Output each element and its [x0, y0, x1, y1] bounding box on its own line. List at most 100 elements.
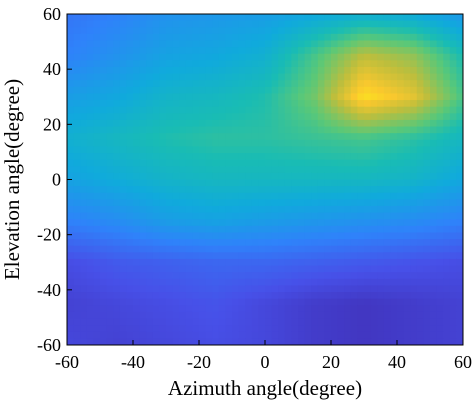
heatmap-cell [172, 285, 180, 293]
heatmap-cell [166, 331, 174, 339]
heatmap-cell [298, 186, 306, 194]
heatmap-cell [350, 272, 358, 280]
heatmap-cell [139, 27, 147, 35]
heatmap-cell [311, 232, 319, 240]
heatmap-cell [271, 205, 279, 214]
heatmap-cell [179, 219, 187, 227]
heatmap-cell [357, 66, 365, 75]
heatmap-cell [357, 318, 365, 326]
heatmap-cell [126, 27, 134, 35]
heatmap-cell [390, 192, 398, 200]
heatmap-cell [278, 318, 286, 326]
heatmap-cell [284, 60, 292, 68]
heatmap-cell [232, 119, 240, 128]
heatmap-cell [298, 285, 306, 293]
heatmap-cell [172, 325, 180, 333]
heatmap-cell [100, 311, 108, 320]
heatmap-cell [278, 106, 286, 114]
heatmap-cell [179, 338, 187, 345]
heatmap-cell [126, 60, 134, 68]
heatmap-cell [212, 179, 220, 187]
heatmap-cell [410, 119, 418, 128]
heatmap-cell [119, 100, 127, 108]
heatmap-cell [185, 133, 193, 141]
heatmap-cell [423, 239, 431, 247]
heatmap-cell [304, 239, 312, 247]
heatmap-cell [403, 311, 411, 320]
heatmap-cell [350, 60, 358, 68]
heatmap-cell [443, 146, 451, 154]
heatmap-cell [245, 47, 253, 55]
heatmap-cell [397, 318, 405, 326]
heatmap-cell [106, 219, 114, 227]
heatmap-cell [172, 305, 180, 313]
heatmap-cell [106, 252, 114, 260]
heatmap-cell [73, 252, 81, 260]
heatmap-cell [146, 186, 154, 194]
heatmap-cell [86, 245, 94, 253]
heatmap-cell [172, 212, 180, 220]
heatmap-cell [456, 285, 463, 293]
heatmap-cell [225, 338, 233, 345]
heatmap-cell [456, 272, 463, 280]
heatmap-cell [443, 232, 451, 240]
heatmap-cell [199, 53, 207, 61]
heatmap-cell [179, 100, 187, 108]
heatmap-cell [251, 80, 259, 88]
heatmap-cell [443, 285, 451, 293]
heatmap-cell [119, 318, 127, 326]
heatmap-cell [284, 153, 292, 161]
heatmap-cell [73, 27, 81, 35]
heatmap-cell [100, 186, 108, 194]
heatmap-cell [291, 119, 299, 128]
heatmap-cell [133, 338, 141, 345]
heatmap-cell [159, 106, 167, 114]
heatmap-cell [298, 133, 306, 141]
heatmap-cell [317, 80, 325, 88]
heatmap-cell [93, 40, 101, 48]
heatmap-cell [291, 232, 299, 240]
heatmap-cell [410, 27, 418, 35]
heatmap-cell [317, 272, 325, 280]
heatmap-cell [456, 258, 463, 267]
heatmap-cell [311, 325, 319, 333]
heatmap-cell [291, 80, 299, 88]
heatmap-cell [172, 106, 180, 114]
heatmap-cell [357, 272, 365, 280]
heatmap-cell [350, 100, 358, 108]
heatmap-cell [119, 212, 127, 220]
heatmap-cell [159, 126, 167, 134]
heatmap-cell [152, 53, 160, 61]
heatmap-cell [364, 325, 372, 333]
heatmap-cell [126, 298, 134, 306]
heatmap-cell [423, 305, 431, 313]
heatmap-cell [364, 153, 372, 161]
heatmap-cell [416, 153, 424, 161]
heatmap-cell [67, 219, 75, 227]
heatmap-cell [133, 27, 141, 35]
heatmap-cell [172, 27, 180, 35]
heatmap-cell [443, 272, 451, 280]
heatmap-cell [364, 199, 372, 207]
heatmap-cell [377, 153, 385, 161]
heatmap-cell [317, 53, 325, 61]
heatmap-cell [185, 14, 193, 22]
heatmap-cell [324, 159, 332, 167]
heatmap-cell [86, 199, 94, 207]
heatmap-cell [159, 133, 167, 141]
heatmap-cell [119, 166, 127, 174]
heatmap-cell [152, 311, 160, 320]
heatmap-cell [119, 159, 127, 167]
heatmap-cell [456, 126, 463, 134]
heatmap-cell [311, 166, 319, 174]
heatmap-cell [344, 53, 352, 61]
heatmap-cell [205, 318, 213, 326]
heatmap-cell [251, 106, 259, 114]
heatmap-cell [152, 139, 160, 147]
heatmap-cell [331, 325, 339, 333]
heatmap-cell [119, 192, 127, 200]
heatmap-cell [337, 20, 345, 28]
heatmap-cell [291, 298, 299, 306]
heatmap-cell [324, 265, 332, 273]
heatmap-cell [179, 285, 187, 293]
